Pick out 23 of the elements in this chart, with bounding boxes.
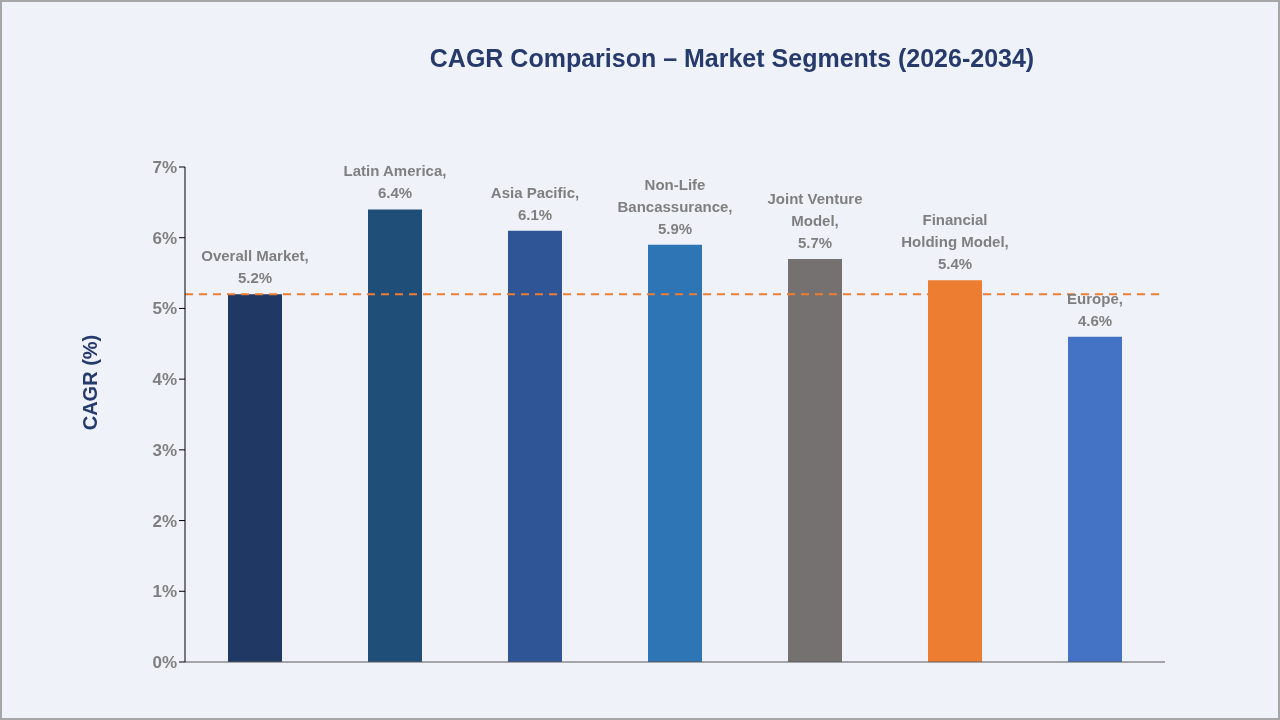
y-tick-label: 4% — [152, 370, 177, 390]
y-tick-label: 0% — [152, 653, 177, 673]
data-label: Joint Venture Model, 5.7% — [767, 189, 863, 251]
bar — [788, 258, 842, 662]
y-tick-label: 3% — [152, 440, 177, 460]
y-tick-label: 2% — [152, 511, 177, 531]
data-label: Latin America, 6.4% — [343, 162, 447, 202]
bar — [648, 244, 702, 662]
data-label: Europe, 4.6% — [1067, 289, 1123, 329]
y-tick-label: 1% — [152, 582, 177, 602]
data-label: Financial Holding Model, 5.4% — [901, 211, 1009, 273]
bar — [228, 294, 282, 662]
y-tick-label: 5% — [152, 299, 177, 319]
data-label: Non-Life Bancassurance, 5.9% — [617, 175, 733, 237]
y-axis-title: CAGR (%) — [79, 334, 101, 431]
chart-title: CAGR Comparison – Market Segments (2026-2034) — [428, 44, 1036, 73]
y-tick-label: 7% — [152, 158, 177, 178]
y-tick-label: 6% — [152, 228, 177, 248]
data-label: Asia Pacific, 6.1% — [490, 183, 580, 223]
bar — [1068, 336, 1122, 662]
bar — [508, 230, 562, 662]
data-label: Overall Market, 5.2% — [201, 247, 309, 287]
bar — [368, 209, 422, 662]
